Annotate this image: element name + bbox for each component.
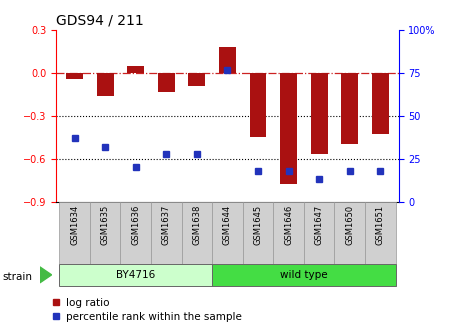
FancyBboxPatch shape: [90, 202, 121, 264]
Text: GSM1646: GSM1646: [284, 205, 293, 245]
FancyBboxPatch shape: [121, 202, 151, 264]
Bar: [280, 73, 297, 184]
Text: GSM1651: GSM1651: [376, 205, 385, 245]
Bar: [97, 73, 113, 96]
Text: GSM1635: GSM1635: [101, 205, 110, 245]
Bar: [341, 73, 358, 144]
Text: strain: strain: [2, 272, 32, 282]
Text: GSM1634: GSM1634: [70, 205, 79, 245]
Legend: log ratio, percentile rank within the sample: log ratio, percentile rank within the sa…: [52, 298, 242, 322]
Text: GSM1645: GSM1645: [254, 205, 263, 245]
Bar: [250, 73, 266, 137]
Text: GSM1636: GSM1636: [131, 205, 140, 245]
Bar: [66, 73, 83, 79]
Bar: [372, 73, 389, 134]
Text: GSM1638: GSM1638: [192, 205, 201, 245]
FancyBboxPatch shape: [273, 202, 304, 264]
FancyBboxPatch shape: [212, 202, 243, 264]
Bar: [311, 73, 327, 155]
FancyBboxPatch shape: [243, 202, 273, 264]
Text: GSM1650: GSM1650: [345, 205, 354, 245]
Bar: [212, 264, 395, 286]
Text: BY4716: BY4716: [116, 270, 155, 280]
FancyBboxPatch shape: [182, 202, 212, 264]
Text: wild type: wild type: [280, 270, 328, 280]
FancyBboxPatch shape: [304, 202, 334, 264]
FancyBboxPatch shape: [365, 202, 395, 264]
Bar: [219, 47, 236, 73]
FancyBboxPatch shape: [151, 202, 182, 264]
Text: GSM1637: GSM1637: [162, 205, 171, 245]
Text: GSM1647: GSM1647: [315, 205, 324, 245]
Text: GSM1644: GSM1644: [223, 205, 232, 245]
Bar: [60, 264, 212, 286]
FancyBboxPatch shape: [334, 202, 365, 264]
Bar: [128, 66, 144, 73]
Bar: [158, 73, 175, 92]
Text: GDS94 / 211: GDS94 / 211: [56, 14, 144, 28]
Bar: [189, 73, 205, 86]
Polygon shape: [40, 267, 52, 283]
FancyBboxPatch shape: [60, 202, 90, 264]
